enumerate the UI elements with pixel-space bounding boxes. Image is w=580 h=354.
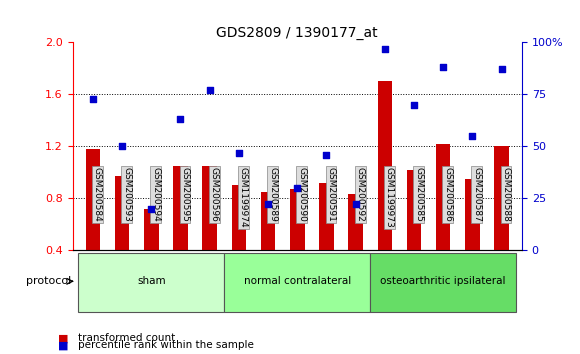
Text: sham: sham [137,276,166,286]
Text: GSM200587: GSM200587 [472,167,481,222]
Text: GSM200584: GSM200584 [93,167,102,222]
Point [409,102,419,108]
Point [205,87,215,93]
Bar [261,192,276,250]
Bar [202,166,217,250]
Point [351,202,360,207]
Point [380,46,389,52]
Bar [407,170,421,250]
Text: GSM200595: GSM200595 [180,167,190,222]
Point [497,67,506,72]
Text: GSM200592: GSM200592 [356,167,365,222]
Bar [290,189,304,250]
Point [88,96,97,101]
Text: ■: ■ [58,341,68,350]
Point [234,150,244,155]
Point [292,185,302,191]
Text: percentile rank within the sample: percentile rank within the sample [78,341,254,350]
Text: GSM200593: GSM200593 [122,167,131,222]
Bar [349,194,363,250]
Text: normal contralateral: normal contralateral [244,276,351,286]
Text: transformed count: transformed count [78,333,176,343]
Text: GSM200586: GSM200586 [443,167,452,222]
Bar [378,81,392,250]
Point [263,202,273,207]
Bar [173,166,188,250]
Text: GSM200596: GSM200596 [210,167,219,222]
FancyBboxPatch shape [224,253,370,312]
FancyBboxPatch shape [370,253,516,312]
Text: GSM200594: GSM200594 [151,167,160,222]
Text: GSM200591: GSM200591 [327,167,335,222]
Text: protocol: protocol [26,276,71,286]
Title: GDS2809 / 1390177_at: GDS2809 / 1390177_at [216,26,378,40]
Text: GSM1199974: GSM1199974 [239,167,248,228]
Text: GSM200585: GSM200585 [414,167,423,222]
Point [467,133,477,139]
Text: GSM200589: GSM200589 [268,167,277,222]
Bar [494,146,509,250]
Bar [86,149,100,250]
Bar [231,185,246,250]
Bar [144,209,158,250]
Text: GSM200588: GSM200588 [502,167,510,222]
Text: GSM200590: GSM200590 [297,167,306,222]
Point [176,116,185,122]
Text: osteoarthritic ipsilateral: osteoarthritic ipsilateral [380,276,506,286]
Bar [436,144,451,250]
FancyBboxPatch shape [78,253,224,312]
Point [438,64,448,70]
Point [118,143,127,149]
Text: GSM1199973: GSM1199973 [385,167,394,228]
Point [147,206,156,211]
Bar [115,176,129,250]
Text: ■: ■ [58,333,68,343]
Bar [319,183,333,250]
Point [322,152,331,158]
Bar [465,179,480,250]
